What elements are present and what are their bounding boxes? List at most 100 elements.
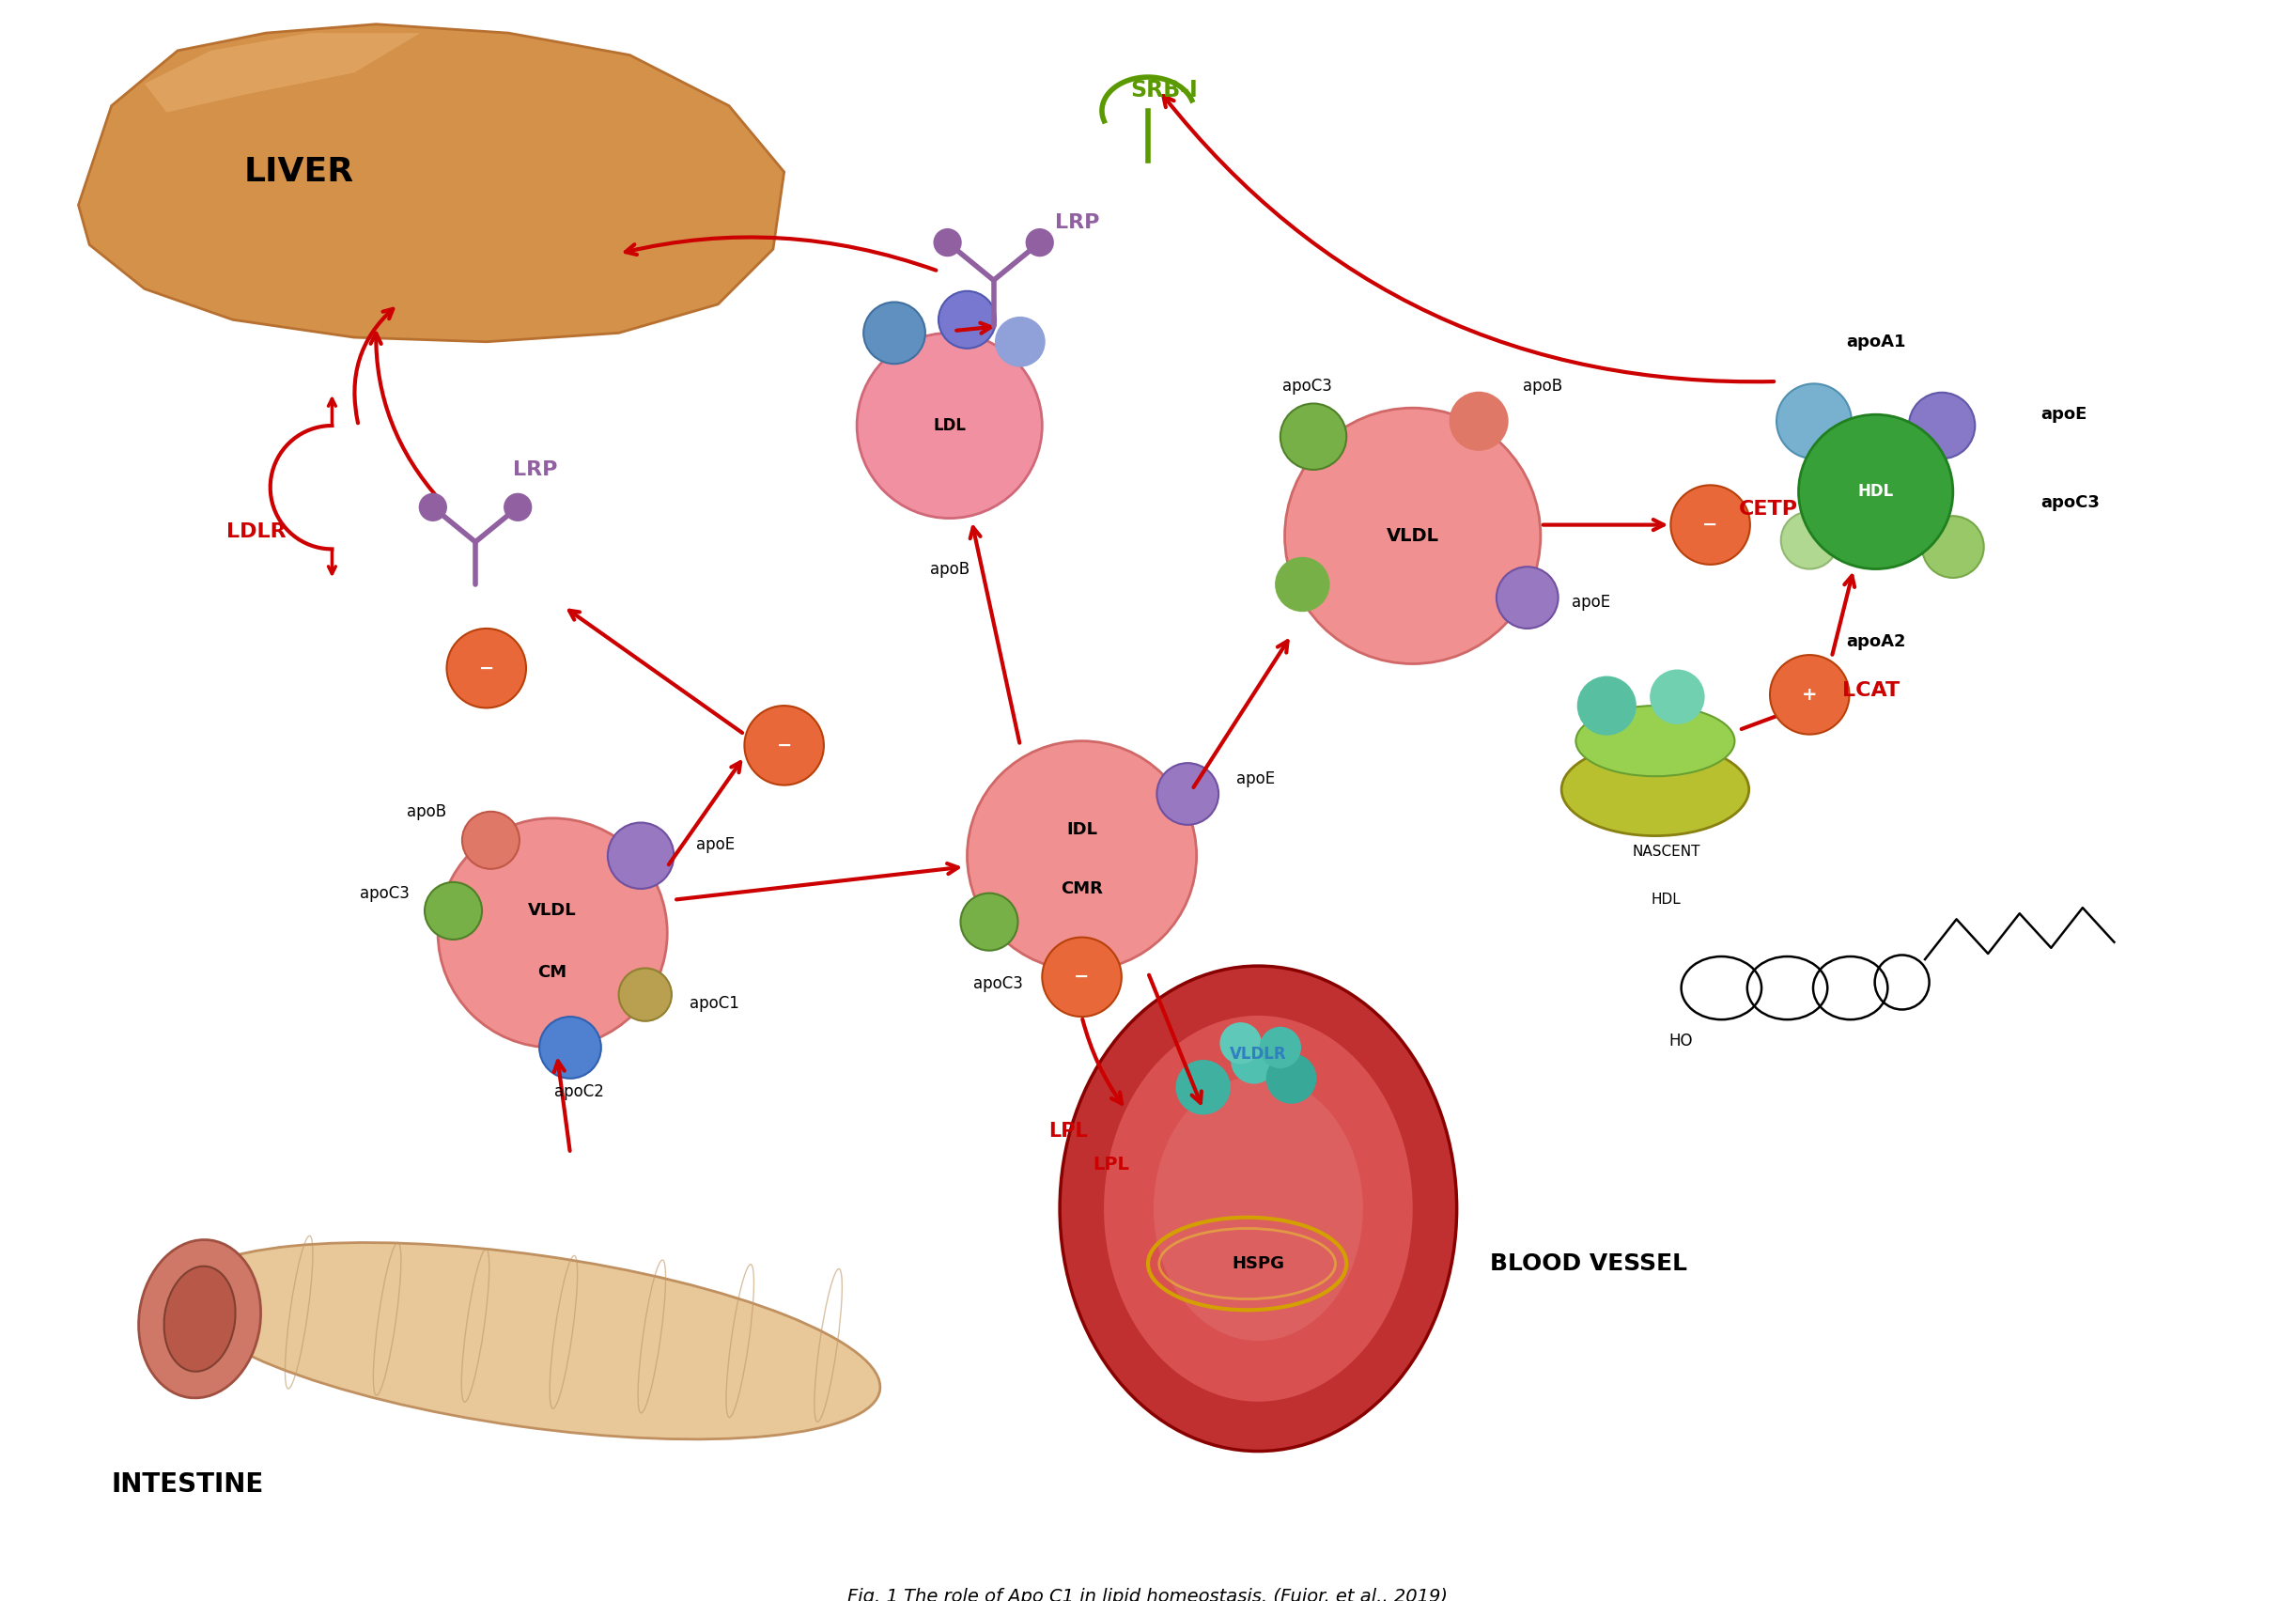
Circle shape (1922, 516, 1984, 578)
Text: HSPG: HSPG (1233, 1255, 1283, 1273)
Circle shape (1286, 408, 1541, 664)
Text: CM: CM (537, 964, 567, 981)
Text: HO: HO (1669, 1033, 1692, 1049)
Text: +: + (1802, 685, 1818, 703)
Text: apoC2: apoC2 (553, 1084, 604, 1100)
Text: apoB: apoB (930, 560, 969, 578)
Polygon shape (145, 34, 420, 112)
Text: apoE: apoE (1235, 770, 1274, 788)
Text: Fig. 1 The role of Apo C1 in lipid homeostasis. (Fuior, et al., 2019): Fig. 1 The role of Apo C1 in lipid homeo… (847, 1588, 1449, 1601)
Circle shape (1231, 1039, 1277, 1082)
Circle shape (1026, 229, 1054, 256)
Circle shape (1577, 677, 1635, 735)
Text: apoB: apoB (406, 804, 448, 820)
FancyArrowPatch shape (553, 1061, 569, 1151)
Text: LPL: LPL (1093, 1156, 1130, 1174)
Polygon shape (78, 24, 785, 341)
Text: −: − (478, 660, 494, 677)
Circle shape (960, 893, 1017, 951)
Ellipse shape (1061, 965, 1456, 1451)
Ellipse shape (181, 1242, 879, 1439)
FancyArrowPatch shape (328, 399, 335, 423)
Text: VLDL: VLDL (528, 903, 576, 919)
FancyArrowPatch shape (354, 309, 393, 423)
Ellipse shape (163, 1266, 236, 1372)
Text: LRP: LRP (512, 461, 558, 479)
Text: LDL: LDL (932, 418, 967, 434)
Ellipse shape (1153, 1076, 1364, 1342)
FancyArrowPatch shape (1164, 96, 1775, 381)
Ellipse shape (138, 1239, 262, 1398)
Text: apoB: apoB (1522, 378, 1564, 394)
Circle shape (420, 495, 445, 520)
Text: VLDL: VLDL (1387, 527, 1440, 544)
Text: apoA2: apoA2 (1846, 634, 1906, 650)
Circle shape (1176, 1061, 1231, 1114)
Circle shape (461, 812, 519, 869)
Text: −: − (1704, 516, 1717, 533)
Circle shape (1777, 384, 1851, 458)
Ellipse shape (1561, 743, 1750, 836)
Circle shape (1651, 671, 1704, 724)
Circle shape (439, 818, 668, 1047)
Circle shape (856, 333, 1042, 519)
FancyArrowPatch shape (1148, 975, 1201, 1103)
FancyArrowPatch shape (677, 863, 957, 900)
Circle shape (425, 882, 482, 940)
Circle shape (1042, 937, 1120, 1017)
Text: LCAT: LCAT (1844, 680, 1901, 700)
Circle shape (1221, 1023, 1261, 1063)
Text: CETP: CETP (1738, 500, 1798, 519)
Text: HDL: HDL (1651, 893, 1681, 906)
FancyArrowPatch shape (971, 527, 1019, 743)
FancyArrowPatch shape (1740, 709, 1791, 728)
Circle shape (1157, 764, 1219, 825)
FancyArrowPatch shape (625, 237, 937, 271)
Text: apoA1: apoA1 (1846, 333, 1906, 351)
Text: HDL: HDL (1857, 484, 1894, 500)
Text: CMR: CMR (1061, 881, 1102, 897)
FancyArrowPatch shape (957, 323, 992, 333)
Circle shape (1798, 415, 1954, 568)
Text: LIVER: LIVER (243, 155, 354, 187)
FancyArrowPatch shape (370, 333, 441, 501)
Text: BLOOD VESSEL: BLOOD VESSEL (1490, 1252, 1688, 1274)
Ellipse shape (1575, 706, 1733, 776)
Text: LDLR: LDLR (227, 522, 287, 541)
Circle shape (744, 706, 824, 784)
Text: LRP: LRP (1056, 213, 1100, 232)
Circle shape (505, 495, 530, 520)
Text: SRB-I: SRB-I (1130, 78, 1199, 101)
Text: −: − (1075, 969, 1091, 986)
Circle shape (1267, 1053, 1316, 1103)
FancyArrowPatch shape (1081, 1020, 1123, 1103)
FancyArrowPatch shape (328, 549, 335, 573)
Circle shape (1277, 557, 1329, 612)
FancyArrowPatch shape (1543, 520, 1665, 530)
Circle shape (540, 1017, 602, 1079)
FancyArrowPatch shape (569, 610, 742, 733)
Circle shape (863, 303, 925, 363)
Text: IDL: IDL (1065, 821, 1097, 837)
Circle shape (934, 229, 960, 256)
Circle shape (1497, 567, 1559, 629)
Text: −: − (776, 736, 792, 754)
Circle shape (939, 291, 996, 349)
Circle shape (1671, 485, 1750, 565)
FancyArrowPatch shape (668, 762, 739, 865)
Circle shape (1908, 392, 1975, 458)
Circle shape (1770, 655, 1848, 735)
Circle shape (1451, 392, 1508, 450)
Text: apoC3: apoC3 (360, 885, 409, 901)
Text: apoC3: apoC3 (2041, 495, 2101, 511)
Text: apoE: apoE (2041, 407, 2087, 423)
Text: VLDLR: VLDLR (1231, 1045, 1286, 1063)
Text: apoC3: apoC3 (1281, 378, 1332, 394)
Text: LPL: LPL (1049, 1122, 1088, 1142)
Text: apoC3: apoC3 (974, 975, 1024, 993)
FancyArrowPatch shape (1832, 576, 1855, 655)
Circle shape (967, 741, 1196, 970)
Text: NASCENT: NASCENT (1632, 844, 1701, 858)
Circle shape (1782, 512, 1839, 568)
Text: apoC1: apoC1 (689, 994, 739, 1012)
